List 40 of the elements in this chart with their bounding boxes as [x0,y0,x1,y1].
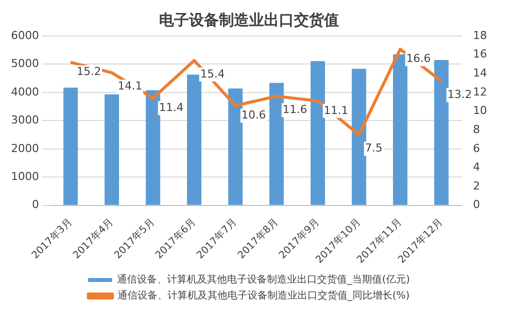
y-tick-label: 1000 [10,170,39,184]
data-label: 13.2 [447,88,472,102]
y2-tick-label: 6 [473,142,480,155]
y-tick-label: 0 [32,198,39,212]
y2-tick-label: 10 [473,104,488,118]
bar [228,88,243,205]
bar [352,68,366,205]
data-label: 15.2 [76,65,102,78]
y-tick-label: 2000 [10,142,39,155]
y-tick-label: 6000 [10,28,39,42]
chart-title: 电子设备制造业出口交货值 [159,10,339,29]
legend-label: 通信设备、计算机及其他电子设备制造业出口交货值_当期值(亿元) [117,274,410,286]
data-label: 11.4 [158,100,184,114]
y-tick-label: 5000 [10,57,39,70]
bar [63,88,78,205]
y2-tick-label: 16 [473,48,488,61]
y2-tick-label: 14 [473,66,488,80]
y2-tick-label: 2 [473,179,480,192]
y2-tick-label: 4 [473,160,480,174]
bar [434,60,449,205]
bar [186,74,202,205]
y2-tick-label: 0 [473,198,480,212]
y2-tick-label: 8 [473,122,480,136]
bar [392,54,408,205]
bar [146,90,160,205]
data-label: 15.4 [200,67,225,80]
bar [310,61,326,205]
bar [269,82,284,205]
data-label: 11.6 [282,103,308,116]
y2-tick-label: 18 [473,28,488,42]
data-label: 14.1 [118,80,142,93]
data-label: 16.6 [406,52,431,66]
y2-tick-label: 12 [473,85,488,98]
data-label: 11.1 [324,104,348,117]
legend-label: 通信设备、计算机及其他电子设备制造业出口交货值_同比增长(%) [117,290,410,302]
bar [104,94,120,205]
y-tick-label: 4000 [10,85,39,98]
data-label: 7.5 [365,142,382,155]
y-tick-label: 3000 [10,114,39,127]
data-label: 10.6 [241,108,266,122]
